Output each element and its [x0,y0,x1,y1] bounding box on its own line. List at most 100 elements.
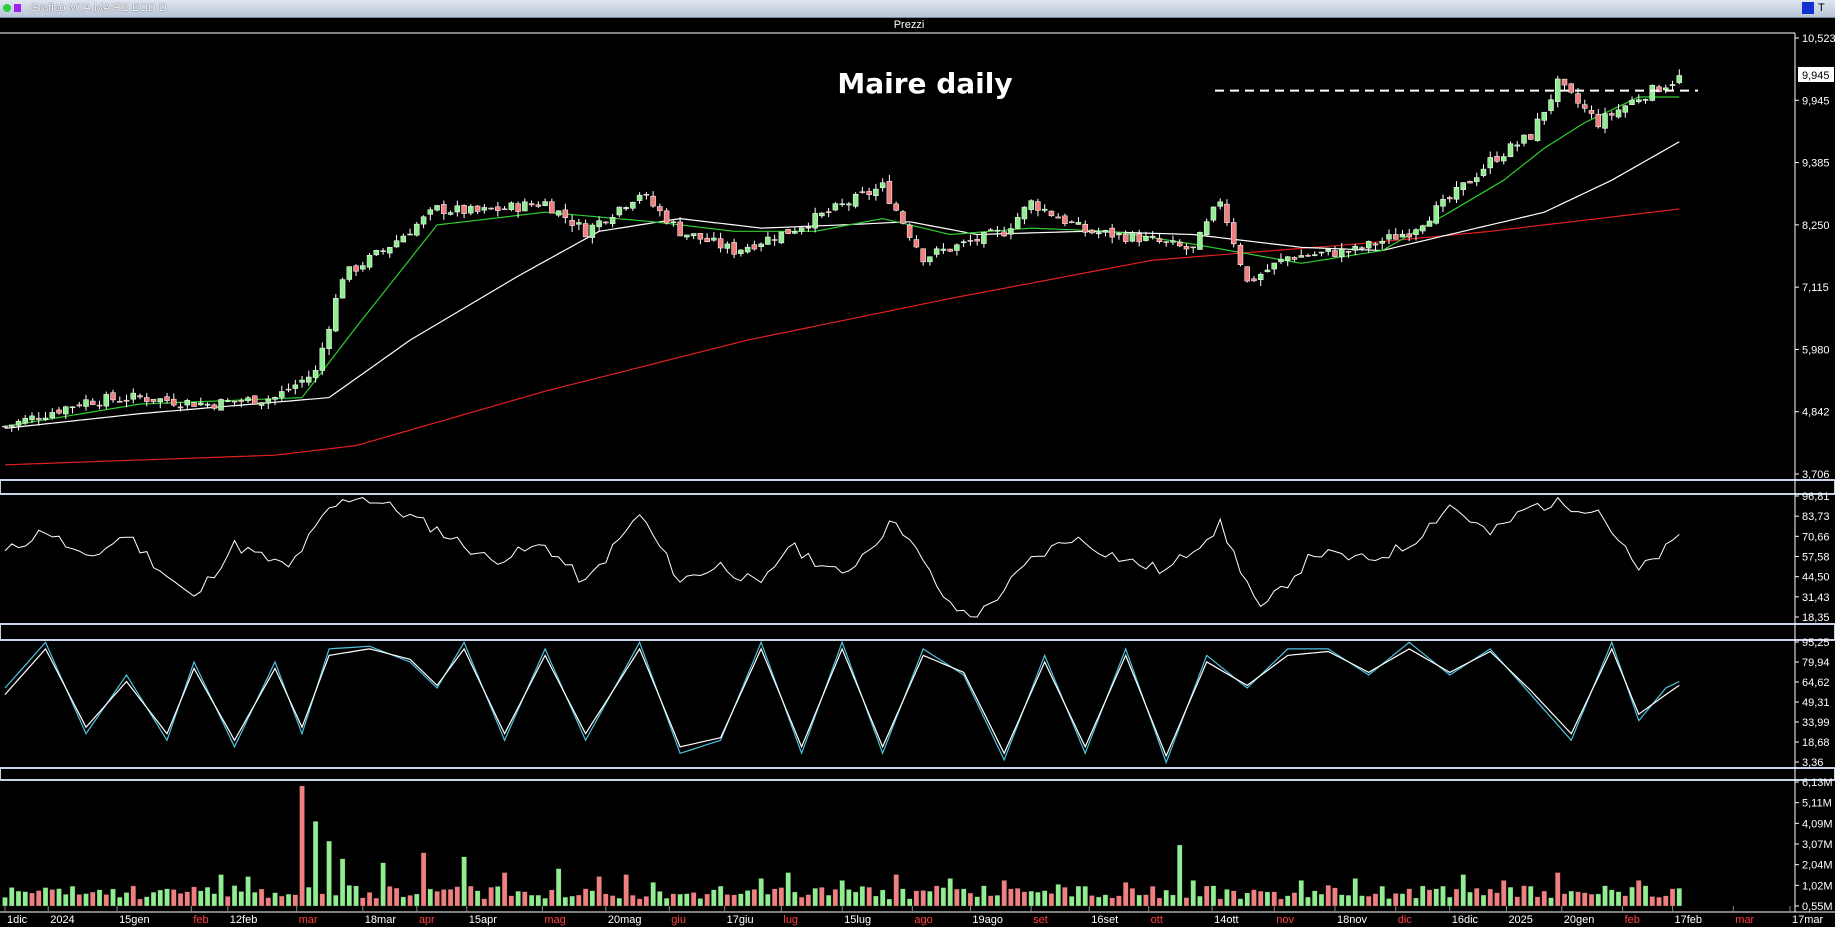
volume-bar [22,891,28,907]
x-tick-label: 2025 [1508,914,1532,926]
volume-bar [1609,889,1615,907]
candle-body [1656,86,1662,93]
candle-body [339,279,346,299]
volume-bar [562,896,568,907]
candle-body [157,398,164,403]
candle-body [967,240,974,242]
candle-body [1642,99,1649,101]
volume-bar [555,868,562,907]
candle-body [893,203,899,211]
x-tick-label: lug [783,914,798,926]
candle-body [1521,134,1527,144]
volume-bar [238,891,244,907]
pin-icon[interactable]: T [1818,2,1825,14]
volume-bar [326,840,332,907]
volume-bar [1062,887,1068,907]
candle-body [940,248,947,251]
volume-bar [1163,889,1169,907]
restore-icon[interactable] [1802,2,1814,14]
volume-bar [15,890,22,907]
volume-bar [1339,894,1345,907]
y-tick-label: 95,25 [1802,637,1830,649]
volume-bar [967,892,974,907]
candle-body [535,204,542,207]
volume-bar [1582,892,1588,907]
candle-body [1568,83,1575,93]
volume-bar [1069,896,1075,907]
candle-body [1541,111,1548,121]
volume-bars [2,785,1682,907]
candle-body [130,392,137,400]
candle-body [954,244,960,251]
volume-bar [1528,886,1534,907]
candle-body [690,233,697,237]
candle-body [913,239,920,248]
candle-body [792,231,798,234]
volume-bar [29,892,35,907]
volume-bar [353,885,359,907]
volume-bar [1278,898,1284,907]
volume-bar [1123,882,1129,907]
volume-bar [1075,885,1082,907]
candle-body [1676,75,1683,84]
candle-body [366,255,373,268]
candle-body [927,256,933,263]
volume-bar [1305,896,1311,907]
volume-bar [974,896,980,907]
volume-bar [1548,897,1554,907]
candle-body [1021,206,1028,220]
volume-bar [495,886,501,907]
volume-bar [36,890,42,907]
window-title: Grafico MTA.MAIRE EOD D [30,2,167,14]
volume-bar [832,889,839,907]
candle-body [427,209,434,215]
volume-bar [346,885,352,907]
volume-bar [461,856,467,907]
volume-bar [258,888,265,907]
volume-bar [1440,885,1446,907]
volume-bar [103,894,109,907]
volume-bar [1204,885,1210,907]
candle-body [623,207,629,210]
candle-body [393,240,400,248]
candle-body [1669,84,1676,86]
current-value-label: 9,945 [1802,70,1830,82]
volume-bar [252,892,258,907]
candle-body [670,221,677,223]
candle-body [2,425,8,428]
panel-divider [0,479,1835,495]
volume-bar [333,894,339,907]
volume-bar [1035,891,1041,907]
volume-bar [144,896,150,907]
price-panel-label: Prezzi [893,19,925,31]
candle-body [211,404,218,409]
volume-bar [1258,891,1264,907]
candle-body [731,242,737,255]
volume-bar [947,878,953,907]
candle-body [1514,144,1521,147]
candle-body [1028,200,1034,210]
candle-body [1062,215,1068,224]
y-tick-label: 83,73 [1802,511,1830,523]
volume-bar [792,891,798,907]
volume-bar [1588,894,1595,907]
volume-bar [373,897,379,907]
candle-body [1365,241,1372,249]
x-tick-label: 15gen [119,914,150,926]
volume-bar [69,885,76,907]
window-titlebar: Grafico MTA.MAIRE EOD D T [0,0,1835,18]
volume-bar [636,898,643,907]
candle-body [1048,210,1055,216]
y-tick-label: 5,980 [1802,344,1830,356]
candle-body [1338,248,1345,257]
volume-bar [670,893,677,907]
candle-body [1244,266,1250,282]
candle-body [1271,262,1277,270]
candle-body [805,226,812,229]
y-tick-label: 31,43 [1802,592,1830,604]
candle-body [866,191,872,196]
candle-body [9,424,15,427]
volume-bar [758,878,764,907]
candle-body [137,395,143,398]
